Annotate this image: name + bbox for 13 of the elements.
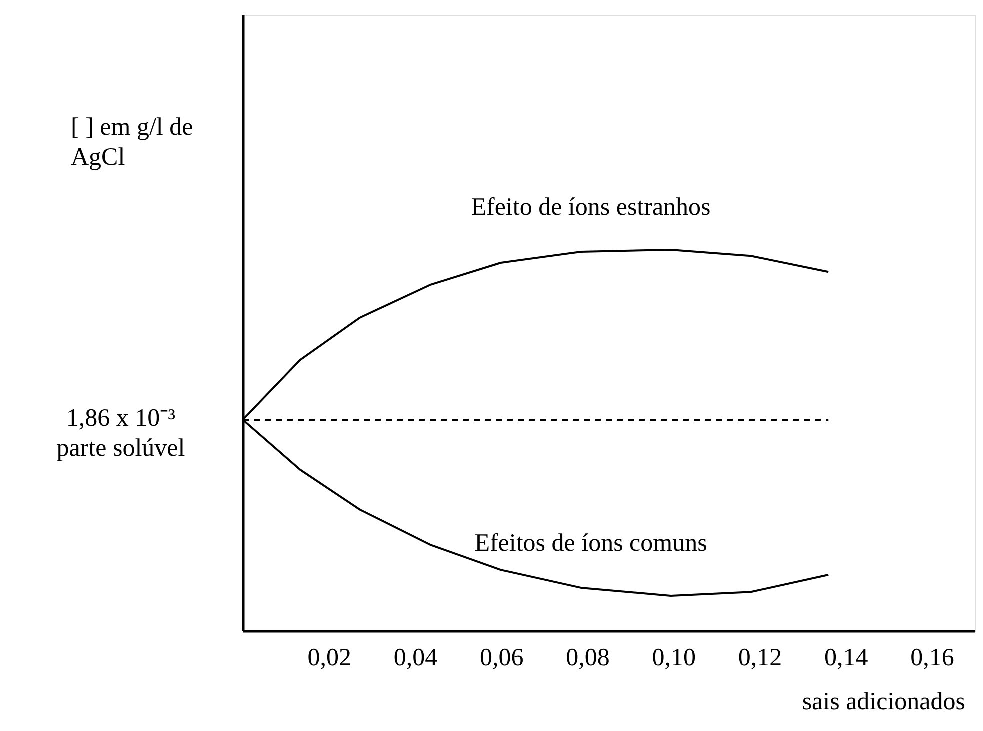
x-tick-label: 0,04: [394, 644, 438, 672]
x-tick-label: 0,14: [824, 644, 869, 672]
y-axis-title: [ ] em g/l de AgCl: [71, 114, 194, 171]
series-label: Efeito de íons estranhos: [471, 194, 711, 221]
annotation: 1,86 x 10⁻³ parte solúvel: [56, 404, 186, 462]
x-tick-label: 0,10: [652, 644, 696, 672]
x-tick-label: 0,06: [480, 644, 524, 672]
series-label: Efeitos de íons comuns: [474, 530, 708, 557]
x-tick-label: 0,16: [910, 644, 954, 672]
x-tick-label: 0,12: [738, 644, 782, 672]
x-tick-label: 0,08: [566, 644, 610, 672]
x-tick-label: 0,02: [308, 644, 352, 672]
x-axis-title: sais adicionados: [802, 688, 966, 716]
